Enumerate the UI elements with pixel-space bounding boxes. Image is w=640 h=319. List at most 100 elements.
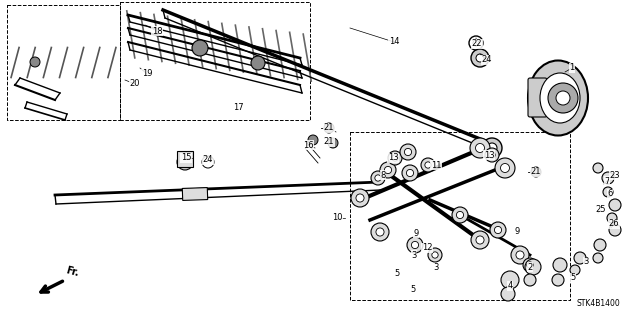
Text: 24: 24 [203, 155, 213, 165]
Circle shape [388, 151, 402, 165]
Circle shape [531, 167, 541, 177]
Circle shape [407, 237, 423, 253]
Circle shape [473, 40, 479, 46]
Circle shape [412, 241, 419, 249]
Text: 9: 9 [413, 228, 419, 238]
Circle shape [487, 143, 497, 153]
Circle shape [328, 138, 338, 148]
Text: 9: 9 [515, 226, 520, 235]
Circle shape [251, 56, 265, 70]
Circle shape [516, 251, 524, 259]
Circle shape [404, 148, 412, 156]
Circle shape [392, 155, 398, 161]
Text: 11: 11 [431, 160, 441, 169]
Circle shape [602, 172, 614, 184]
Circle shape [470, 138, 490, 158]
Circle shape [500, 164, 509, 173]
Circle shape [524, 274, 536, 286]
Circle shape [482, 138, 502, 158]
Circle shape [593, 163, 603, 173]
Circle shape [351, 189, 369, 207]
Circle shape [432, 252, 438, 258]
Circle shape [202, 156, 214, 168]
Circle shape [553, 258, 567, 272]
Circle shape [476, 144, 484, 152]
Circle shape [525, 259, 541, 275]
Circle shape [494, 226, 502, 234]
Circle shape [371, 171, 385, 185]
Text: 21: 21 [324, 137, 334, 146]
Circle shape [527, 262, 533, 268]
Text: 24: 24 [482, 56, 492, 64]
Circle shape [428, 248, 442, 262]
Text: 5: 5 [570, 273, 575, 283]
Circle shape [406, 169, 413, 177]
Circle shape [548, 83, 578, 113]
Circle shape [402, 165, 418, 181]
Circle shape [476, 54, 484, 62]
Text: 4: 4 [508, 281, 513, 291]
Circle shape [495, 158, 515, 178]
Circle shape [371, 223, 389, 241]
Text: 12: 12 [422, 243, 432, 253]
Circle shape [552, 274, 564, 286]
Circle shape [356, 194, 364, 202]
Circle shape [501, 287, 515, 301]
Text: STK4B1400: STK4B1400 [576, 299, 620, 308]
Circle shape [574, 252, 586, 264]
Circle shape [471, 231, 489, 249]
Text: 3: 3 [583, 257, 589, 266]
Circle shape [511, 246, 529, 264]
Circle shape [556, 91, 570, 105]
Circle shape [452, 207, 468, 223]
Text: 17: 17 [233, 103, 243, 113]
Circle shape [570, 265, 580, 275]
Circle shape [376, 228, 384, 236]
Circle shape [523, 258, 537, 272]
Circle shape [324, 123, 334, 133]
Circle shape [501, 271, 519, 289]
Text: 16: 16 [303, 140, 314, 150]
Circle shape [456, 211, 463, 219]
Circle shape [609, 224, 621, 236]
Circle shape [594, 239, 606, 251]
Text: 26: 26 [609, 219, 620, 228]
Circle shape [603, 187, 613, 197]
Text: 21: 21 [531, 167, 541, 176]
Text: 3: 3 [412, 250, 417, 259]
Text: 5: 5 [394, 269, 399, 278]
Circle shape [609, 199, 621, 211]
Text: 6: 6 [607, 189, 612, 198]
Text: 15: 15 [180, 153, 191, 162]
FancyBboxPatch shape [177, 151, 193, 167]
Circle shape [177, 154, 193, 170]
Ellipse shape [528, 61, 588, 136]
Circle shape [469, 36, 483, 50]
Text: 25: 25 [596, 205, 606, 214]
Bar [182, 188, 208, 200]
Text: Fr.: Fr. [65, 265, 81, 278]
Circle shape [476, 236, 484, 244]
Text: 10: 10 [332, 213, 342, 222]
Text: 7: 7 [604, 176, 610, 186]
Text: 5: 5 [410, 286, 415, 294]
FancyBboxPatch shape [528, 78, 547, 117]
Text: 18: 18 [152, 26, 163, 35]
Text: 14: 14 [388, 38, 399, 47]
Circle shape [489, 152, 495, 158]
Circle shape [490, 222, 506, 238]
Circle shape [485, 148, 499, 162]
Text: 8: 8 [380, 170, 386, 180]
Circle shape [380, 162, 396, 178]
Text: 13: 13 [484, 151, 494, 160]
Circle shape [607, 213, 617, 223]
Text: 19: 19 [141, 70, 152, 78]
Circle shape [400, 144, 416, 160]
Text: 23: 23 [610, 170, 620, 180]
Text: 20: 20 [130, 79, 140, 88]
Text: 13: 13 [388, 153, 398, 162]
Circle shape [308, 135, 318, 145]
Text: 1: 1 [570, 63, 575, 72]
Circle shape [425, 162, 431, 168]
Text: 22: 22 [472, 40, 483, 48]
